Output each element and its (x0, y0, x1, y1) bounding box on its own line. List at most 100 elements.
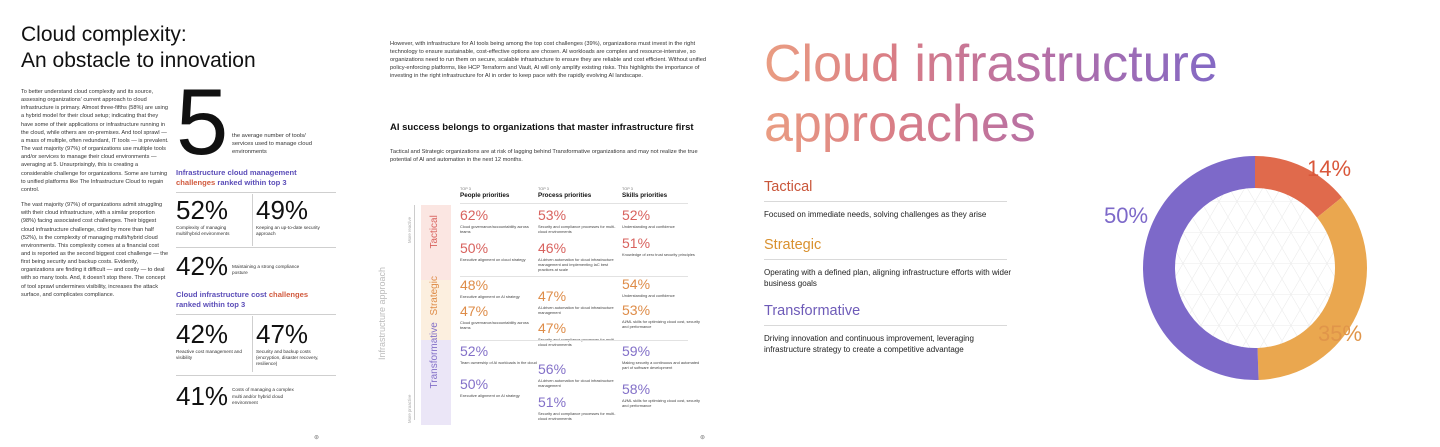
section-heading-part: Cloud infrastructure cost (176, 290, 269, 299)
column-header-label: Process priorities (538, 192, 592, 199)
cell-transformative-skills-2: 58% AI/ML skills for optimizing cloud co… (622, 381, 700, 409)
cell-label: Cloud governance/accountability across t… (460, 224, 529, 234)
column-header-label: Skills priorities (622, 192, 668, 199)
pie-label-strategic: 35% (1318, 321, 1363, 346)
axis-title: Infrastructure approach (377, 266, 387, 360)
divider (176, 192, 336, 193)
band-label: Tactical (429, 214, 440, 248)
cell-value: 59% (622, 343, 651, 359)
stat-label: Costs of managing a complex multi and/or… (232, 387, 294, 405)
stat-label: Security and backup costs (encryption, d… (256, 349, 319, 367)
cell-label: Understanding and confidence (622, 293, 675, 298)
cell-value: 46% (538, 240, 567, 256)
column-header-people: TOP 3 People priorities (460, 187, 509, 199)
big-number-caption: the average number of tools/ services us… (232, 133, 312, 155)
stat-label: Reactive cost management and visibility (176, 349, 242, 361)
cell-transformative-people-1: 52% Team ownership of AI workloads in th… (460, 343, 538, 366)
cell-label: Executive alignment on cloud strategy (460, 257, 526, 262)
cell-value: 51% (538, 394, 567, 410)
cell-tactical-process-2: 46% AI-driven automation for cloud infra… (538, 240, 616, 273)
column-header-kicker: TOP 3 (622, 187, 633, 191)
body-paragraph-2: The vast majority (97%) of organizations… (21, 202, 169, 298)
band-label: Transformative (429, 321, 440, 388)
divider (176, 247, 336, 248)
cell-value: 52% (460, 343, 489, 359)
cell-value: 51% (622, 235, 651, 251)
section-subtext: Tactical and Strategic organizations are… (390, 149, 698, 163)
cell-strategic-skills-2: 53% AI/ML skills for optimizing cloud co… (622, 302, 700, 330)
section-heading: AI success belongs to organizations that… (390, 122, 694, 133)
donut-chart (1143, 156, 1367, 380)
page-title: Cloud complexity: An obstacle to innovat… (21, 22, 341, 74)
donut-segment-tactical (1255, 156, 1342, 218)
section-heading-cost: Cloud infrastructure cost challenges ran… (176, 290, 346, 310)
band-transformative: Transformative (421, 322, 451, 425)
band-tactical: Tactical (421, 205, 451, 280)
axis-label-bottom: More proactive (407, 394, 412, 423)
section-heading-part: ranked within top 3 (215, 178, 287, 187)
title-line-2: An obstacle to innovation (21, 49, 256, 72)
cell-label: AI/ML skills for optimizing cloud cost, … (622, 319, 700, 329)
axis-label-top: More reactive (407, 216, 412, 243)
cell-value: 47% (538, 288, 567, 304)
cell-value: 50% (460, 376, 489, 392)
cell-value: 53% (622, 302, 651, 318)
cell-tactical-people-2: 50% Executive alignment on cloud strateg… (460, 240, 538, 263)
page-cloud-complexity: Cloud complexity: An obstacle to innovat… (0, 0, 358, 447)
cell-strategic-people-2: 47% Cloud governance/accountability acro… (460, 304, 538, 331)
approach-name: Tactical (764, 178, 1007, 202)
cell-strategic-process-2: 47% Security and compliance processes fo… (538, 321, 616, 348)
background-pattern (1143, 156, 1367, 380)
section-heading-part: ranked within top 3 (176, 300, 246, 309)
cell-label: Knowledge of zero trust security princip… (622, 252, 695, 257)
cell-label: Executive alignment on AI strategy (460, 294, 520, 299)
band-label: Strategic (429, 276, 440, 316)
stat-value: 41% (176, 381, 229, 411)
cell-label: Executive alignment on AI strategy (460, 393, 520, 398)
approach-description: Focused on immediate needs, solving chal… (764, 210, 987, 219)
cell-strategic-skills-1: 54% Understanding and confidence (622, 276, 700, 299)
cell-tactical-skills-2: 51% Knowledge of zero trust security pri… (622, 235, 700, 258)
divider (460, 340, 688, 341)
approach-name: Strategic (764, 236, 1007, 260)
cell-transformative-process-2: 51% Security and compliance processes fo… (538, 394, 616, 422)
cell-label: AI-driven automation for cloud infrastru… (538, 257, 614, 272)
section-heading-management: Infrastructure cloud management challeng… (176, 168, 346, 188)
stat-security-backup: 47% Security and backup costs (encryptio… (256, 320, 332, 368)
approach-strategic: Strategic Operating with a defined plan,… (764, 236, 1011, 289)
cell-value: 50% (460, 240, 489, 256)
stat-complex-costs: 41% Costs of managing a complex multi and… (176, 382, 346, 410)
section-heading-highlight: challenges (268, 290, 309, 299)
page-ai-success: However, with infrastructure for AI tool… (366, 0, 718, 447)
cell-strategic-process-1: 47% AI-driven automation for cloud infra… (538, 288, 616, 316)
cell-label: Cloud governance/accountability across t… (460, 320, 529, 330)
cell-value: 58% (622, 381, 651, 397)
approach-description: Driving innovation and continuous improv… (764, 334, 974, 354)
cell-value: 62% (460, 207, 489, 223)
big-number: 5 (176, 69, 229, 174)
cell-value: 53% (538, 207, 567, 223)
cell-transformative-skills-1: 59% Making security a continuous and aut… (622, 343, 700, 371)
body-text: To better understand cloud complexity an… (21, 88, 169, 306)
stat-label: Keeping an up-to-date security approach (256, 225, 320, 237)
approach-tactical: Tactical Focused on immediate needs, sol… (764, 178, 1007, 220)
footer-logo-icon: ⊛ (700, 435, 706, 441)
column-header-skills: TOP 3 Skills priorities (622, 187, 667, 199)
divider (252, 194, 253, 246)
divider (176, 314, 336, 315)
cell-value: 54% (622, 276, 651, 292)
stat-value: 47% (256, 319, 309, 349)
cell-transformative-process-1: 56% AI-driven automation for cloud infra… (538, 361, 616, 389)
column-header-process: TOP 3 Process priorities (538, 187, 591, 199)
footer-logo-icon: ⊛ (314, 435, 320, 441)
cell-label: AI/ML skills for optimizing cloud cost, … (622, 398, 700, 408)
cell-transformative-people-2: 50% Executive alignment on AI strategy (460, 376, 538, 399)
cell-label: Understanding and confidence (622, 224, 675, 229)
cell-strategic-people-1: 48% Executive alignment on AI strategy (460, 278, 538, 300)
stat-reactive-cost: 42% Reactive cost management and visibil… (176, 320, 250, 361)
divider (460, 203, 688, 204)
stat-value: 42% (176, 251, 229, 281)
band-strategic: Strategic (421, 276, 451, 340)
section-heading-highlight: challenges (176, 178, 216, 187)
cell-value: 56% (538, 361, 567, 377)
